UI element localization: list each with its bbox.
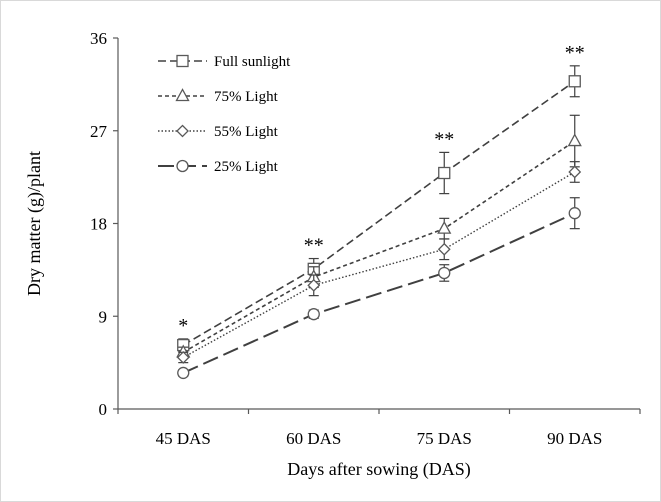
data-point xyxy=(307,278,321,292)
data-point xyxy=(567,133,582,147)
axes: 0 9 18 27 36 45 DAS 60 DAS 75 DAS 90 DAS xyxy=(90,29,641,448)
legend-label: Full sunlight xyxy=(214,54,291,70)
legend-marker xyxy=(176,124,189,138)
legend-marker xyxy=(176,159,189,173)
series-3 xyxy=(177,197,581,380)
data-point xyxy=(568,165,582,179)
series-line xyxy=(182,140,576,354)
data-point xyxy=(438,266,451,280)
legend: Full sunlight 75% Light 55% Light 25% Light xyxy=(158,54,291,175)
data-point xyxy=(437,242,451,256)
significance-marker: ** xyxy=(565,42,585,64)
y-tick-label: 0 xyxy=(99,400,108,419)
data-point xyxy=(437,220,452,234)
data-point xyxy=(177,366,190,380)
legend-entry: Full sunlight xyxy=(158,54,291,70)
data-point xyxy=(176,351,190,364)
legend-entry: 75% Light xyxy=(158,88,279,105)
legend-entry: 55% Light xyxy=(158,124,279,140)
series-line xyxy=(182,80,576,346)
significance-layer: ******* xyxy=(178,42,585,337)
y-tick-label: 27 xyxy=(90,122,108,141)
significance-marker: ** xyxy=(434,128,454,150)
data-point xyxy=(438,166,451,180)
data-point xyxy=(307,308,320,321)
y-tick-label: 18 xyxy=(90,215,107,234)
legend-label: 55% Light xyxy=(214,124,279,140)
x-tick-label: 60 DAS xyxy=(286,429,341,448)
x-tick-label: 45 DAS xyxy=(156,429,211,448)
significance-marker: ** xyxy=(304,235,324,257)
data-point xyxy=(568,207,581,220)
x-tick-label: 90 DAS xyxy=(547,429,602,448)
legend-label: 25% Light xyxy=(214,159,279,175)
series-2 xyxy=(176,161,582,364)
series-layer xyxy=(176,65,582,380)
legend-marker xyxy=(175,88,190,102)
legend-marker xyxy=(176,54,189,68)
data-point xyxy=(568,75,581,88)
legend-label: 75% Light xyxy=(214,89,279,105)
y-tick-label: 9 xyxy=(99,307,108,326)
legend-entry: 25% Light xyxy=(158,159,279,175)
series-line xyxy=(182,212,576,374)
series-line xyxy=(182,171,576,359)
y-axis-title: Dry matter (g)/plant xyxy=(24,151,45,296)
x-axis-title: Days after sowing (DAS) xyxy=(287,459,470,480)
x-tick-label: 75 DAS xyxy=(417,429,472,448)
y-tick-label: 36 xyxy=(90,29,107,48)
significance-marker: * xyxy=(178,315,188,337)
